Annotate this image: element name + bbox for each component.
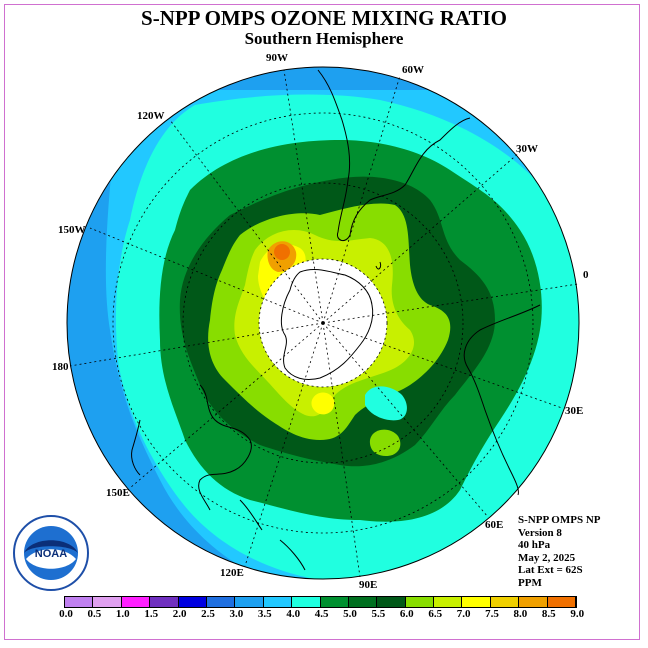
colorbar-swatch [206, 597, 236, 607]
colorbar-tick-label: 5.5 [371, 608, 386, 620]
south-america-coast [317, 69, 471, 242]
field-yellow-spot [311, 392, 335, 415]
lon-label-150w: 150W [58, 224, 86, 236]
lon-label-60w: 60W [402, 64, 424, 76]
lon-label-90e: 90E [359, 579, 377, 591]
colorbar-swatch [235, 597, 264, 607]
colorbar-swatch [547, 597, 577, 607]
lon-label-180: 180 [52, 361, 69, 373]
colorbar-tick-label: 8.5 [541, 608, 556, 620]
colorbar-tick-label: 7.0 [456, 608, 471, 620]
lon-label-90w: 90W [266, 52, 288, 64]
lon-label-120w: 120W [137, 110, 165, 122]
colorbar-tick-label: 5.0 [343, 608, 357, 620]
colorbar [64, 596, 578, 608]
colorbar-tick-label: 1.5 [144, 608, 159, 620]
page-frame [4, 4, 640, 640]
colorbar-swatch [121, 597, 151, 607]
colorbar-swatch [434, 597, 463, 607]
lat-circle-3 [112, 112, 534, 534]
colorbar-swatch [178, 597, 207, 607]
colorbar-swatch [348, 597, 378, 607]
meridian-30e [322, 322, 563, 409]
meridian-120w [169, 119, 324, 324]
map-title: S-NPP OMPS OZONE MIXING RATIO [141, 6, 507, 30]
map-boundary [66, 66, 580, 580]
south-pole-marker [321, 321, 325, 325]
info-pressure: 40 hPa [518, 539, 551, 551]
colorbar-swatch [65, 597, 94, 607]
lon-label-30e: 30E [565, 405, 583, 417]
info-instrument: S-NPP OMPS NP [518, 514, 601, 526]
info-version: Version 8 [518, 526, 562, 539]
field-cyan-island [365, 386, 407, 421]
field-lime-blob [369, 429, 401, 456]
colorbar-tick-label: 0.5 [87, 608, 102, 620]
colorbar-tick-label: 1.0 [115, 608, 130, 620]
map-subtitle: Southern Hemisphere [244, 29, 404, 48]
lon-label-0: 0 [583, 269, 589, 281]
islands-coast [239, 261, 381, 571]
colorbar-swatch [519, 597, 548, 607]
field-peak [274, 244, 290, 260]
lon-label-60e: 60E [485, 519, 503, 531]
africa-coast [463, 304, 541, 496]
colorbar-tick-label: 7.5 [485, 608, 499, 620]
colorbar-swatch [462, 597, 491, 607]
colorbar-swatch [150, 597, 179, 607]
lat-circle-2 [182, 182, 464, 464]
colorbar-tick-label: 6.0 [399, 608, 414, 620]
info-panel: S-NPP OMPS NP Version 8 40 hPa May 2, 20… [518, 514, 601, 589]
latitude-grid [112, 112, 534, 534]
colorbar-tick-label: 3.0 [229, 608, 244, 620]
info-units: PPM [518, 576, 542, 589]
colorbar-tick-label: 9.0 [570, 608, 585, 620]
colorbar-swatch [377, 597, 406, 607]
info-lat-ext: Lat Ext = 62S [518, 564, 583, 576]
noaa-logo-text: NOAA [35, 548, 67, 560]
longitude-grid [69, 69, 579, 578]
colorbar-tick-label: 2.0 [172, 608, 187, 620]
antarctica-coast [280, 269, 374, 381]
meridian-30w [322, 151, 521, 324]
new-zealand-coast [131, 419, 141, 476]
coastlines [131, 69, 541, 571]
colorbar-swatch [93, 597, 122, 607]
colorbar-tick-label: 8.0 [513, 608, 528, 620]
lon-label-150e: 150E [106, 487, 130, 499]
colorbar-swatch [320, 597, 349, 607]
colorbar-tick-label: 0.0 [59, 608, 73, 620]
colorbar-tick-label: 4.0 [286, 608, 301, 620]
australia-coast [198, 384, 252, 511]
colorbar-swatch [263, 597, 293, 607]
meridian-150w [89, 227, 324, 324]
colorbar-ticks: 0.0 0.5 1.0 1.5 2.0 2.5 3.0 3.5 4.0 4.5 5.0 5.5 6.0 6… [50, 608, 648, 622]
colorbar-swatch [405, 597, 435, 607]
lat-circle-1 [258, 258, 388, 388]
colorbar-tick-label: 2.5 [201, 608, 215, 620]
colorbar-tick-label: 3.5 [257, 608, 272, 620]
colorbar-swatch [490, 597, 520, 607]
info-date: May 2, 2025 [518, 551, 576, 564]
lon-label-120e: 120E [220, 567, 244, 579]
meridian-60w [322, 75, 401, 324]
colorbar-tick-label: 6.5 [428, 608, 443, 620]
noaa-logo: NOAA [13, 515, 89, 591]
colorbar-swatch [292, 597, 321, 607]
lon-label-30w: 30W [516, 143, 538, 155]
colorbar-tick-label: 4.5 [314, 608, 329, 620]
meridian-150e [129, 322, 324, 489]
